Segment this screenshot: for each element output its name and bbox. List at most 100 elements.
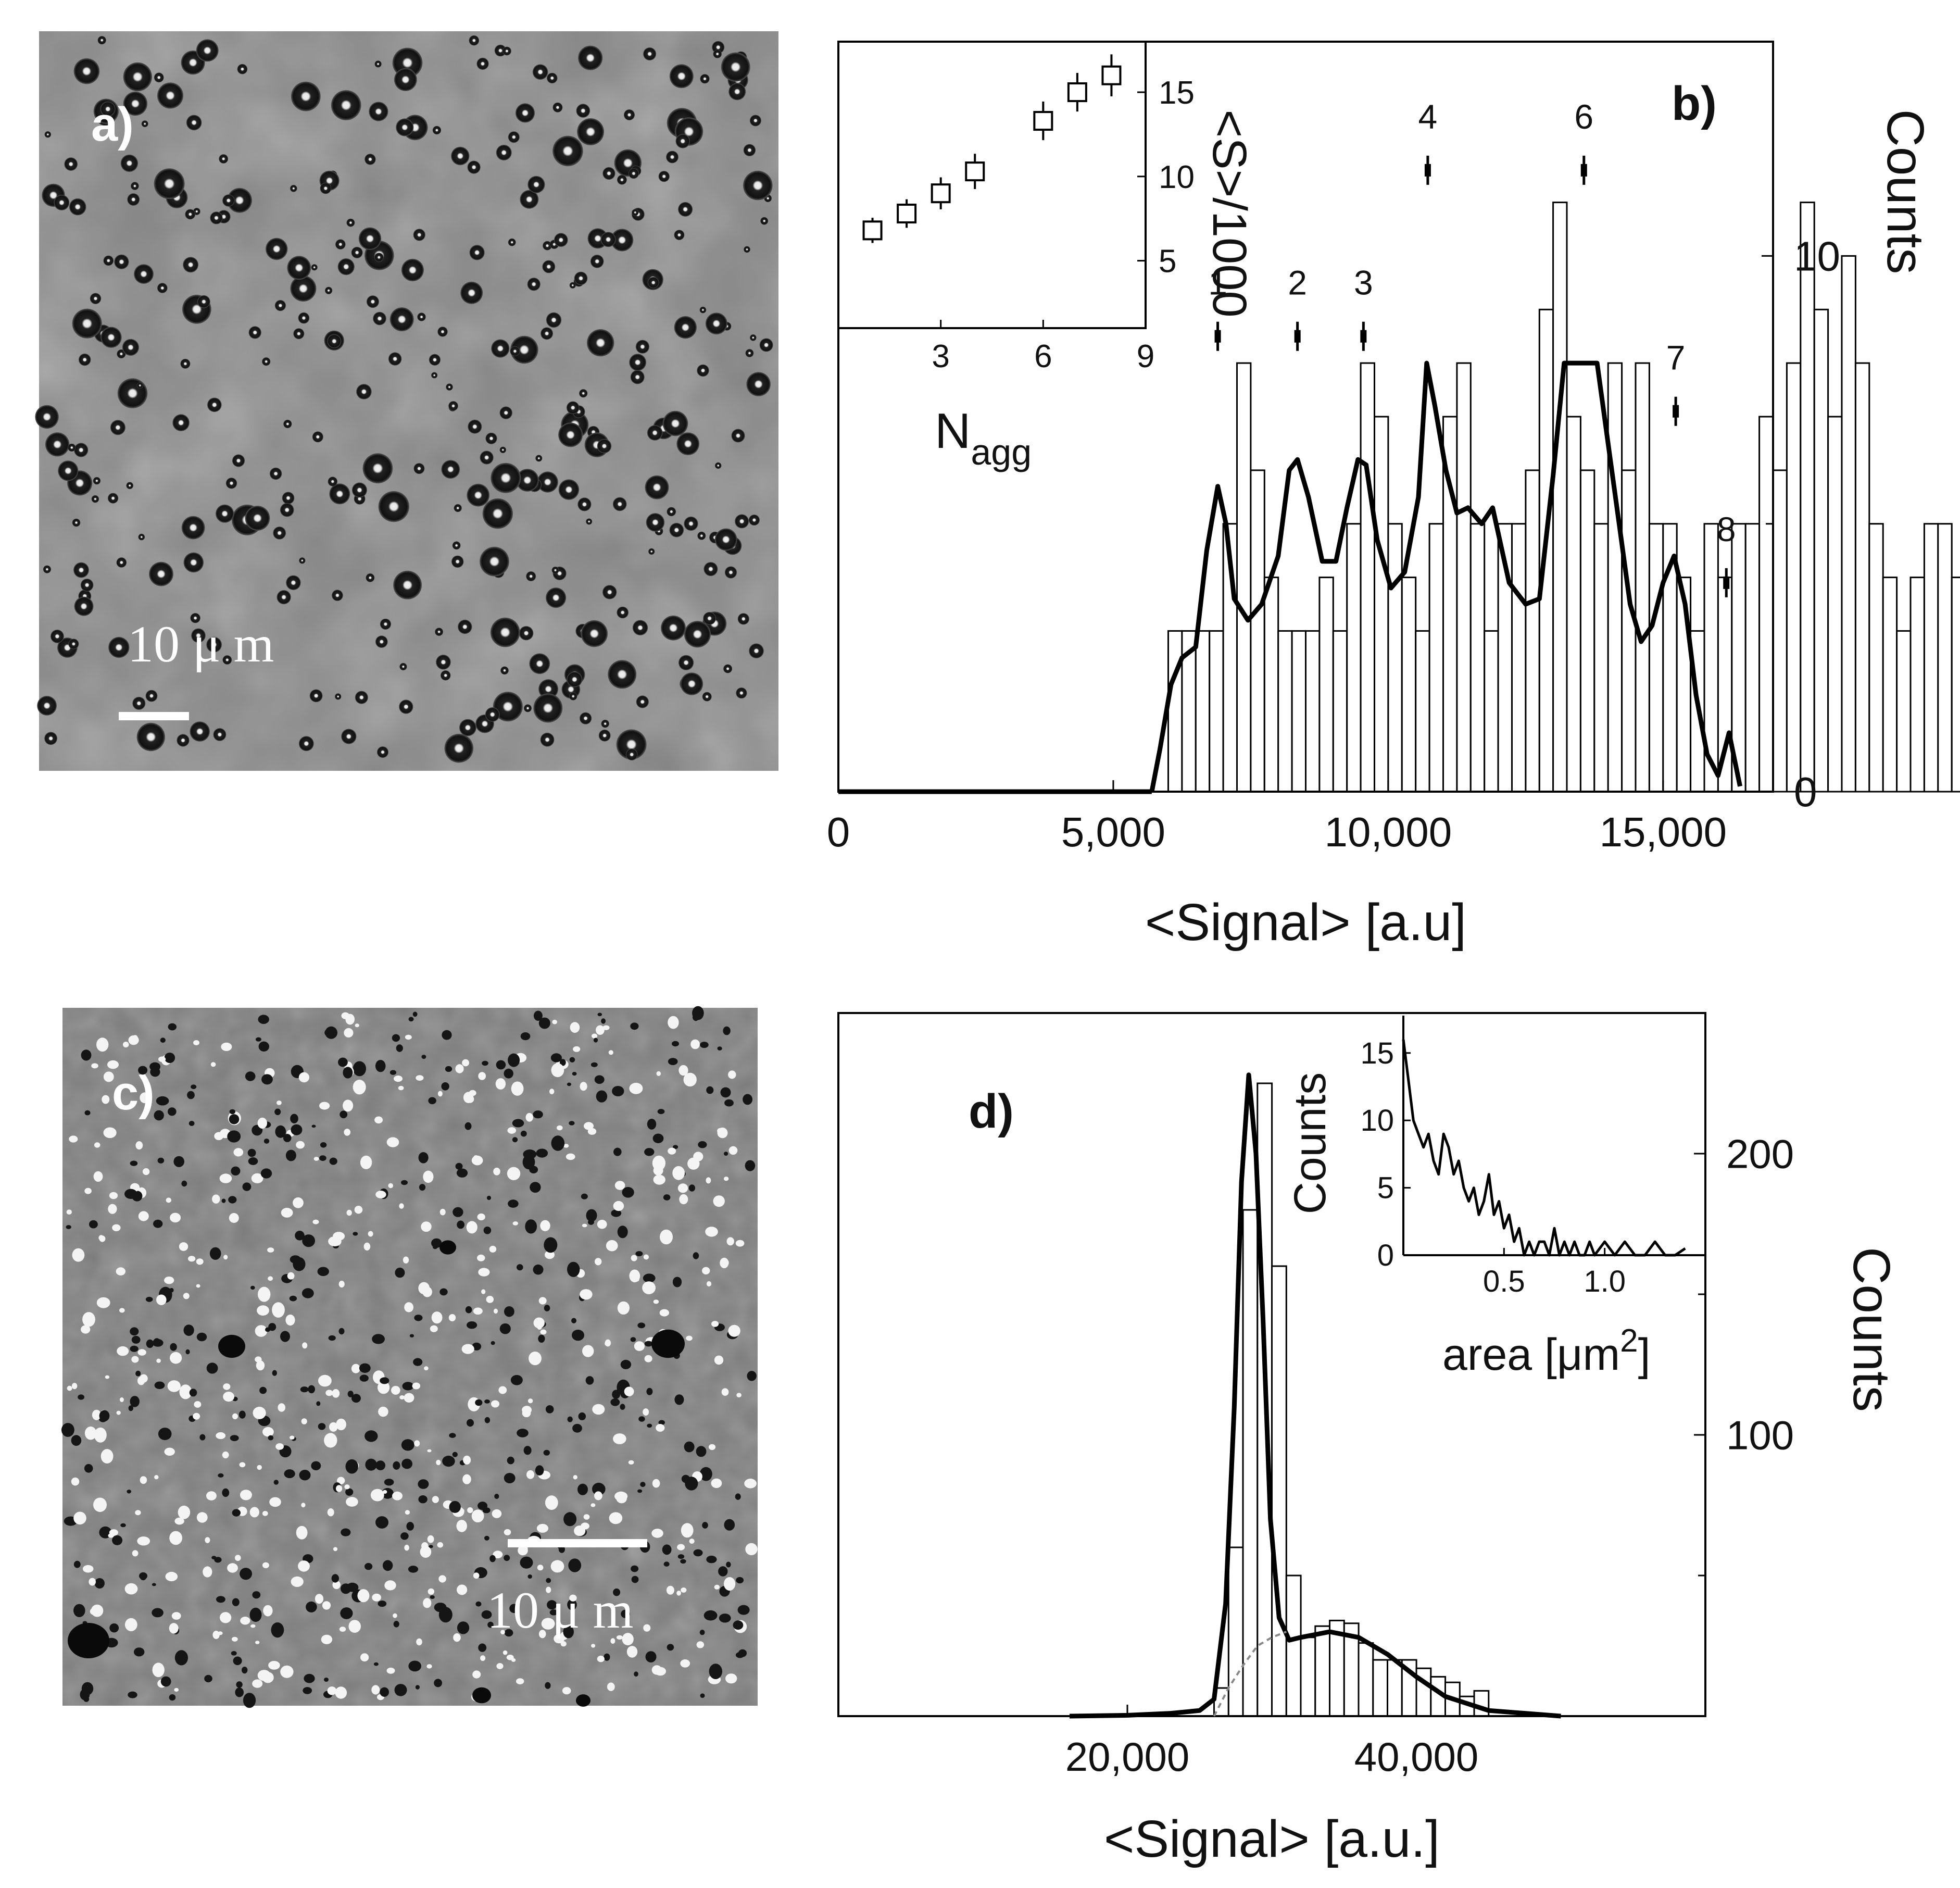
- bright-particle: [545, 1251, 555, 1259]
- droplet: [138, 533, 145, 541]
- dark-particle: [295, 1231, 305, 1241]
- bright-particle: [706, 1177, 711, 1184]
- inset-y-tick-label: 10: [1360, 1104, 1394, 1137]
- droplet: [154, 72, 164, 83]
- droplet: [667, 507, 676, 517]
- dark-particle: [475, 1399, 483, 1406]
- x-tick-label: 0: [827, 809, 850, 855]
- dark-particle: [652, 1133, 664, 1143]
- histogram-bar: [1621, 469, 1637, 793]
- dark-particle: [353, 1232, 358, 1236]
- droplet: [543, 241, 552, 251]
- droplet: [80, 579, 94, 592]
- bright-particle: [550, 1560, 564, 1573]
- histogram-bar: [1387, 1659, 1403, 1717]
- droplet: [393, 570, 422, 599]
- bright-particle: [745, 1543, 758, 1555]
- droplet: [576, 104, 590, 118]
- dark-particle: [535, 1465, 544, 1476]
- bright-particle: [312, 1219, 319, 1224]
- bright-particle: [554, 1634, 565, 1644]
- bright-particle: [341, 1012, 350, 1019]
- dark-particle: [529, 1166, 538, 1173]
- bright-particle: [90, 1608, 98, 1615]
- inset-y-axis-label: Counts: [1285, 1072, 1335, 1215]
- droplet: [378, 491, 409, 522]
- fit-curve: [1149, 360, 1743, 792]
- peak-marker-dot: [1214, 330, 1221, 343]
- inset-data-point: [965, 161, 985, 182]
- bright-particle: [116, 1410, 121, 1415]
- bright-particle: [423, 1598, 432, 1608]
- droplet: [629, 354, 646, 371]
- droplet: [552, 102, 563, 112]
- droplet: [401, 258, 424, 282]
- droplet: [108, 636, 130, 658]
- droplet: [645, 475, 669, 499]
- dark-particle: [525, 1219, 537, 1234]
- panel-a-scalebar-label: 10 μ m: [128, 615, 274, 673]
- dark-particle: [674, 1394, 684, 1405]
- dark-particle: [733, 1620, 744, 1630]
- dark-particle: [375, 1060, 386, 1072]
- peak-label: 7: [1666, 339, 1686, 377]
- histogram-bar: [1854, 362, 1870, 793]
- droplet: [177, 734, 190, 747]
- inset-data-point: [1101, 65, 1122, 85]
- dark-particle: [164, 1053, 175, 1063]
- droplet: [451, 146, 470, 166]
- bright-particle: [119, 1308, 125, 1313]
- bright-particle: [258, 1286, 271, 1302]
- dark-particle: [585, 1376, 594, 1385]
- dark-particle: [359, 1374, 369, 1382]
- dark-particle: [644, 1148, 655, 1156]
- droplet: [374, 253, 384, 262]
- droplet: [702, 692, 712, 702]
- bright-particle: [301, 1503, 306, 1508]
- bright-particle: [652, 1479, 660, 1488]
- droplet: [44, 131, 52, 138]
- dark-particle: [567, 1599, 577, 1610]
- dark-particle: [268, 1323, 277, 1331]
- bright-particle: [424, 1366, 429, 1371]
- dark-particle: [635, 1251, 643, 1257]
- bright-particle: [569, 1594, 577, 1602]
- panel-c-label: c): [112, 1067, 155, 1120]
- bright-particle: [233, 1148, 244, 1157]
- bright-particle: [67, 1385, 72, 1391]
- bright-particle: [137, 1349, 146, 1356]
- bright-particle: [666, 1585, 674, 1595]
- dark-particle: [408, 1660, 421, 1672]
- histogram-bar: [1800, 202, 1815, 793]
- bright-particle: [220, 1612, 232, 1623]
- histogram-bar: [1332, 630, 1348, 793]
- dark-particle: [189, 1121, 195, 1126]
- bright-particle: [384, 1580, 396, 1591]
- droplet: [282, 492, 295, 504]
- dark-particle: [449, 1433, 456, 1438]
- droplet: [157, 283, 168, 293]
- bright-particle: [298, 1560, 310, 1572]
- bright-particle: [421, 1221, 432, 1232]
- droplet: [327, 334, 342, 348]
- bright-particle: [591, 1644, 596, 1648]
- droplet: [658, 171, 670, 182]
- droplet: [674, 316, 697, 339]
- bright-particle: [643, 1408, 649, 1416]
- bright-particle: [725, 1673, 737, 1684]
- dark-particle: [152, 1583, 156, 1586]
- droplet: [68, 443, 76, 452]
- dark-particle: [646, 1387, 653, 1395]
- dark-particle: [140, 1574, 146, 1581]
- bright-particle: [363, 1242, 371, 1251]
- bright-particle: [557, 1125, 563, 1131]
- dark-particle: [290, 1114, 298, 1123]
- dark-particle: [78, 1394, 85, 1400]
- bright-particle: [592, 1404, 605, 1415]
- dark-particle: [290, 1255, 301, 1264]
- droplet: [551, 566, 559, 574]
- droplet: [608, 660, 637, 689]
- droplet: [197, 295, 210, 308]
- bright-particle: [416, 1075, 424, 1081]
- droplet: [329, 483, 350, 505]
